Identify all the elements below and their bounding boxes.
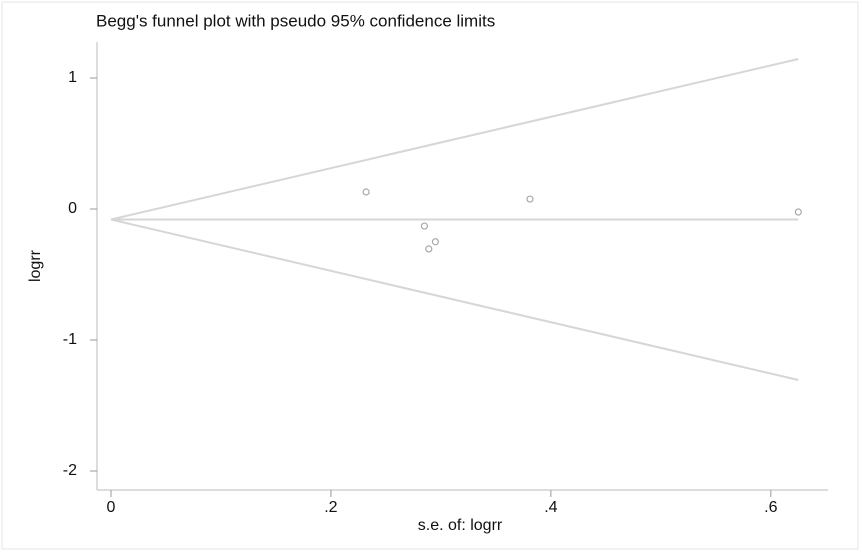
x-tick-label: .2: [324, 499, 337, 516]
y-tick-label: -1: [63, 331, 77, 348]
x-tick-label: .4: [544, 499, 557, 516]
point: [794, 208, 802, 216]
chart-title: Begg's funnel plot with pseudo 95% confi…: [96, 11, 495, 30]
y-tick-label: 0: [68, 200, 77, 217]
point: [431, 238, 439, 246]
y-axis-title: logrr: [27, 249, 44, 282]
point: [362, 188, 370, 196]
x-tick-label: .6: [764, 499, 777, 516]
y-tick-label: -2: [63, 462, 77, 479]
point: [420, 222, 428, 230]
x-tick-label: 0: [107, 499, 116, 516]
point: [526, 195, 534, 203]
x-axis-title: s.e. of: logrr: [418, 517, 503, 534]
y-tick-label: 1: [68, 69, 77, 86]
point: [425, 245, 433, 253]
funnel-line: [110, 58, 799, 221]
funnel-line: [110, 218, 799, 381]
